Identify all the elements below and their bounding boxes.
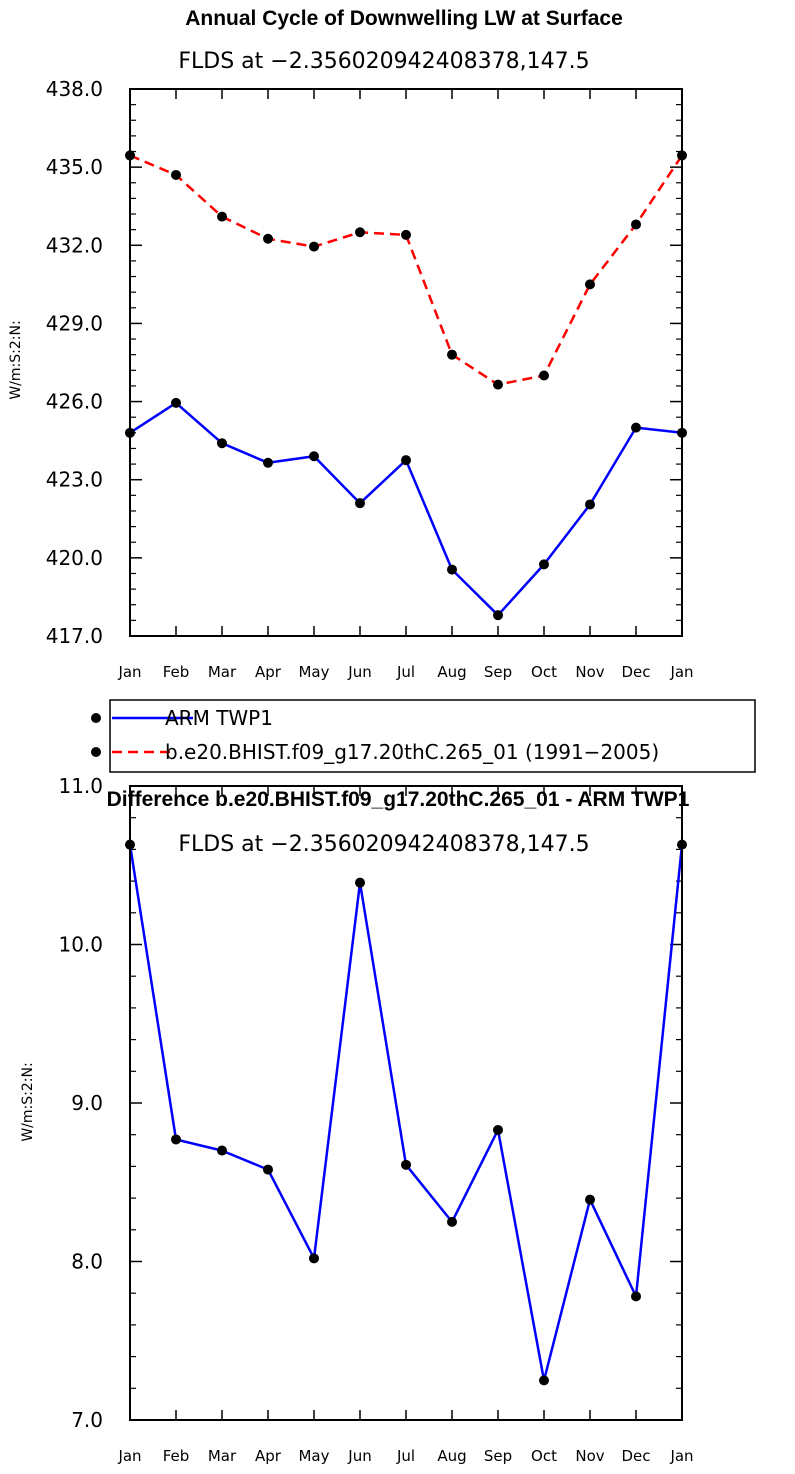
chart2-series-0-point <box>309 1253 319 1264</box>
chart1-ytick-label: 417.0 <box>46 624 103 648</box>
chart2-xtick-label: Aug <box>437 1447 466 1465</box>
chart1-ytick-label: 423.0 <box>46 468 103 492</box>
chart1-ytick-label: 429.0 <box>46 311 103 335</box>
chart1-series-1-point <box>309 241 319 252</box>
chart2-series-0-point <box>585 1194 595 1205</box>
legend-box <box>109 699 756 773</box>
chart1-xtick-label: Jul <box>396 663 415 681</box>
chart2-ticks: Jan Feb Mar Apr May Jun Jul Aug Sep Oct Nov Dec Jan 7… <box>58 774 693 1465</box>
chart2-ytick-label: 11.0 <box>58 774 103 798</box>
chart1-series-0-point <box>263 457 273 468</box>
chart1-ytick-label: 432.0 <box>46 233 103 257</box>
chart1-xtick-label: Aug <box>437 663 466 681</box>
chart1-xtick-label: Feb <box>163 663 190 681</box>
chart1-frame <box>129 88 683 637</box>
legend-marker-arm <box>91 713 101 723</box>
chart1-series-1-point <box>401 229 411 240</box>
chart2-subtitle: FLDS at −2.356020942408378,147.5 <box>178 832 589 857</box>
chart1-ylabel: W/m:S:2:N: <box>8 320 24 399</box>
chart1-series-1-point <box>539 370 549 381</box>
chart2-title: Difference b.e20.BHIST.f09_g17.20thC.265… <box>107 788 690 811</box>
chart2-series-0-point <box>401 1159 411 1170</box>
chart1-series-0-point <box>309 451 319 462</box>
chart2-xtick-label: Dec <box>621 1447 650 1465</box>
legend-label-model: b.e20.BHIST.f09_g17.20thC.265_01 (1991−2… <box>165 740 659 764</box>
chart1-series-1-point <box>631 219 641 230</box>
chart1-series-1-point <box>263 233 273 244</box>
chart1-series-0-point <box>401 455 411 466</box>
chart1-series-0-point <box>493 610 503 621</box>
chart2-series-0-point <box>539 1375 549 1386</box>
chart2-series-0-point <box>355 877 365 888</box>
chart2-series-0-point <box>171 1134 181 1145</box>
chart1-series-1-point <box>585 279 595 290</box>
chart1-xtick-label: Nov <box>575 663 604 681</box>
chart1-series-0-line <box>129 401 683 617</box>
chart1-ticks: Jan Feb Mar Apr May Jun Jul Aug Sep Oct Nov Dec Jan 4… <box>46 77 694 681</box>
chart2-ylabel: W/m:S:2:N: <box>20 1062 36 1141</box>
chart1-subtitle: FLDS at −2.356020942408378,147.5 <box>178 49 589 74</box>
chart1-series-0-point <box>631 422 641 433</box>
chart2-ytick-label: 8.0 <box>71 1250 103 1274</box>
chart1-title: Annual Cycle of Downwelling LW at Surfac… <box>185 7 623 30</box>
legend-label-arm: ARM TWP1 <box>165 706 273 730</box>
chart2-series-0-point <box>263 1164 273 1175</box>
legend-marker-model <box>91 747 101 757</box>
chart2-series-0-point <box>493 1124 503 1135</box>
chart1-series-0-point <box>539 559 549 570</box>
legend: ARM TWP1 b.e20.BHIST.f09_g17.20thC.265_0… <box>91 699 756 773</box>
chart1-series-1-line <box>129 154 684 386</box>
chart2-series-0-point <box>217 1145 227 1156</box>
chart2-ytick-label: 10.0 <box>58 933 103 957</box>
chart2-xtick-label: Jul <box>396 1447 415 1465</box>
chart2-series-0-line <box>128 844 684 1382</box>
chart2-series-0-point <box>447 1216 457 1227</box>
chart2-ytick-label: 9.0 <box>71 1091 103 1115</box>
chart1-series-1-point <box>217 211 227 222</box>
chart1-series-0-point <box>355 498 365 509</box>
chart2-xtick-label: Oct <box>531 1447 557 1465</box>
chart1-ytick-label: 426.0 <box>46 390 103 414</box>
chart2-frame <box>129 785 683 1421</box>
chart1-series-1-point <box>355 227 365 238</box>
chart2-marks <box>125 839 687 1386</box>
chart2-xtick-label: Sep <box>484 1447 512 1465</box>
chart1-series-1-point <box>493 379 503 390</box>
chart2-xtick-label: Apr <box>255 1447 282 1465</box>
chart1-series-0-point <box>217 438 227 449</box>
chart2-xtick-label: Feb <box>163 1447 190 1465</box>
chart1-xtick-label: Jun <box>347 663 371 681</box>
chart1-series-1-point <box>447 349 457 360</box>
chart1-xtick-label: Sep <box>484 663 512 681</box>
chart2-xtick-label: May <box>298 1447 329 1465</box>
chart2-ytick-label: 7.0 <box>71 1408 103 1432</box>
chart1-xtick-label: Oct <box>531 663 557 681</box>
chart1-xtick-label: Apr <box>255 663 282 681</box>
chart1-ytick-label: 420.0 <box>46 546 103 570</box>
chart1-marks <box>125 150 687 621</box>
chart2-series-0-point <box>631 1291 641 1302</box>
chart1-ytick-label: 438.0 <box>46 77 103 101</box>
chart2-xtick-label: Mar <box>208 1447 237 1465</box>
chart1-series-0-point <box>171 397 181 408</box>
chart1-series-1-point <box>171 169 181 180</box>
chart1-series-0-point <box>585 499 595 510</box>
chart1-series-0-point <box>447 564 457 575</box>
chart1-xtick-label: May <box>298 663 329 681</box>
chart1-ytick-label: 435.0 <box>46 155 103 179</box>
chart1-xtick-label: Jan <box>669 663 693 681</box>
chart1-xtick-label: Dec <box>621 663 650 681</box>
chart1-xtick-label: Mar <box>208 663 237 681</box>
chart2-xtick-label: Jan <box>669 1447 693 1465</box>
chart2-xtick-label: Jun <box>347 1447 371 1465</box>
chart1-xtick-label: Jan <box>117 663 141 681</box>
chart2-xtick-label: Jan <box>117 1447 141 1465</box>
chart2-xtick-label: Nov <box>575 1447 604 1465</box>
